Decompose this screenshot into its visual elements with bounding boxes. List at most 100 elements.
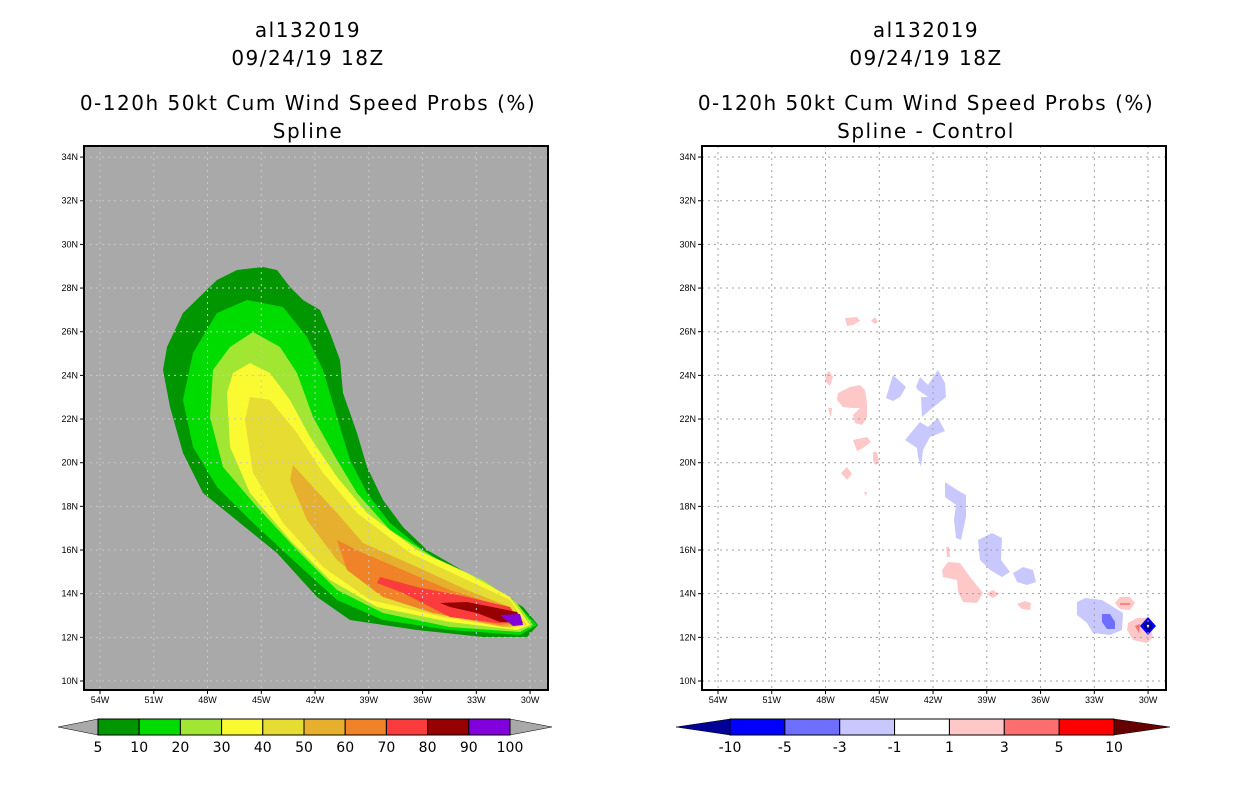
colorbar-swatch bbox=[221, 718, 264, 736]
colorbar-label: 3 bbox=[1000, 740, 1009, 756]
lat-tick-label: 30N bbox=[61, 239, 78, 249]
lat-tick-label: 12N bbox=[679, 632, 696, 642]
lat-tick-label: 28N bbox=[679, 283, 696, 293]
lat-tick-label: 22N bbox=[679, 414, 696, 424]
lon-tick-label: 36W bbox=[413, 695, 432, 705]
colorbar-swatch bbox=[839, 718, 896, 736]
lat-tick-label: 34N bbox=[679, 152, 696, 162]
positive-difference-area bbox=[828, 408, 832, 418]
colorbar-label: -3 bbox=[833, 740, 847, 756]
positive-difference-area bbox=[986, 590, 999, 598]
lon-tick-label: 42W bbox=[924, 695, 943, 705]
contour-layer bbox=[825, 317, 1156, 643]
colorbar-label: -1 bbox=[888, 740, 902, 756]
positive-difference-area bbox=[1017, 601, 1031, 610]
contour-layer bbox=[163, 267, 538, 637]
lat-tick-label: 12N bbox=[61, 632, 78, 642]
positive-difference-area bbox=[841, 467, 852, 480]
colorbar-label: 20 bbox=[171, 740, 189, 756]
colorbar-label: 10 bbox=[1105, 740, 1123, 756]
lat-tick-label: 14N bbox=[61, 589, 78, 599]
lat-tick-label: 32N bbox=[61, 196, 78, 206]
lat-tick-label: 10N bbox=[61, 676, 78, 686]
lat-tick-label: 24N bbox=[61, 370, 78, 380]
map-frame bbox=[83, 145, 549, 691]
map-frame bbox=[701, 145, 1167, 691]
positive-difference-area bbox=[946, 547, 950, 557]
colorbar-high-extension bbox=[1113, 718, 1171, 736]
lon-tick-label: 33W bbox=[467, 695, 486, 705]
contour-80-percent bbox=[440, 602, 523, 623]
grid-lines bbox=[702, 146, 1166, 690]
lat-tick-label: 10N bbox=[679, 676, 696, 686]
lon-tick-label: 42W bbox=[306, 695, 325, 705]
difference-colorbar: -10 -5 -3 -1 1 3 5 10 bbox=[675, 718, 1171, 756]
colorbar-label: 40 bbox=[254, 740, 272, 756]
lat-tick-label: 14N bbox=[679, 589, 696, 599]
positive-difference-area bbox=[825, 371, 833, 386]
positive-difference-area bbox=[853, 437, 871, 451]
probability-colorbar: 5 10 20 30 40 50 60 70 80 90 100 bbox=[57, 718, 553, 756]
negative-difference-area bbox=[978, 533, 1010, 577]
colorbar-swatch bbox=[138, 718, 181, 736]
colorbar-label: 5 bbox=[94, 740, 103, 756]
colorbar-label: 70 bbox=[377, 740, 395, 756]
lat-tick-label: 26N bbox=[679, 327, 696, 337]
lon-tick-label: 54W bbox=[709, 695, 728, 705]
positive-difference-area bbox=[942, 562, 983, 603]
negative-difference-area bbox=[1102, 614, 1115, 629]
lon-tick-label: 54W bbox=[91, 695, 110, 705]
colorbar-swatch bbox=[303, 718, 346, 736]
lon-tick-label: 30W bbox=[521, 695, 540, 705]
colorbar-label: 80 bbox=[419, 740, 437, 756]
left-storm-id: al132019 bbox=[254, 18, 362, 42]
lat-tick-label: 24N bbox=[679, 370, 696, 380]
lon-tick-label: 36W bbox=[1031, 695, 1050, 705]
colorbar-label: 60 bbox=[336, 740, 354, 756]
positive-difference-area bbox=[1135, 624, 1140, 633]
difference-map-panel: 34N 32N 30N 28N 26N 24N 22N 20N 18N 16N 14N 12N 10N 5… bbox=[679, 145, 1167, 705]
colorbar-swatch bbox=[468, 718, 511, 736]
colorbar-swatch bbox=[262, 718, 305, 736]
colorbar-swatch bbox=[729, 718, 786, 736]
lon-tick-label: 33W bbox=[1085, 695, 1104, 705]
lon-tick-label: 48W bbox=[816, 695, 835, 705]
colorbar-swatch bbox=[1058, 718, 1115, 736]
lon-tick-label: 45W bbox=[252, 695, 271, 705]
lon-tick-label: 39W bbox=[360, 695, 379, 705]
colorbar-swatch bbox=[385, 718, 429, 736]
grid-lines bbox=[84, 146, 548, 690]
right-plot-title: 0-120h 50kt Cum Wind Speed Probs (%) bbox=[697, 91, 1155, 115]
colorbar-swatch bbox=[179, 718, 223, 736]
positive-difference-area bbox=[873, 452, 879, 465]
lon-tick-label: 48W bbox=[198, 695, 217, 705]
lat-tick-label: 32N bbox=[679, 196, 696, 206]
right-storm-id: al132019 bbox=[872, 18, 980, 42]
colorbar-swatch bbox=[948, 718, 1005, 736]
left-plot-subtitle: Spline bbox=[272, 119, 344, 143]
contour-90-percent bbox=[500, 614, 523, 626]
negative-difference-area bbox=[886, 375, 906, 401]
negative-difference-area bbox=[905, 418, 945, 467]
colorbar-low-extension bbox=[675, 718, 731, 736]
right-datetime: 09/24/19 18Z bbox=[849, 46, 1003, 70]
colorbar-swatch bbox=[784, 718, 841, 736]
colorbar-swatch bbox=[97, 718, 140, 736]
colorbar-label: 5 bbox=[1055, 740, 1064, 756]
positive-difference-area bbox=[837, 385, 867, 425]
positive-difference-area bbox=[871, 317, 878, 324]
lon-tick-label: 51W bbox=[763, 695, 782, 705]
colorbar-label: 30 bbox=[213, 740, 231, 756]
negative-difference-area bbox=[945, 482, 966, 540]
left-datetime: 09/24/19 18Z bbox=[231, 46, 385, 70]
lat-tick-label: 20N bbox=[61, 458, 78, 468]
lat-tick-label: 18N bbox=[679, 501, 696, 511]
left-plot-title: 0-120h 50kt Cum Wind Speed Probs (%) bbox=[79, 91, 537, 115]
negative-difference-area bbox=[1013, 567, 1036, 585]
lat-tick-label: 28N bbox=[61, 283, 78, 293]
lat-tick-label: 34N bbox=[61, 152, 78, 162]
lon-tick-label: 30W bbox=[1139, 695, 1158, 705]
colorbar-label: 90 bbox=[460, 740, 478, 756]
lon-tick-label: 51W bbox=[145, 695, 164, 705]
